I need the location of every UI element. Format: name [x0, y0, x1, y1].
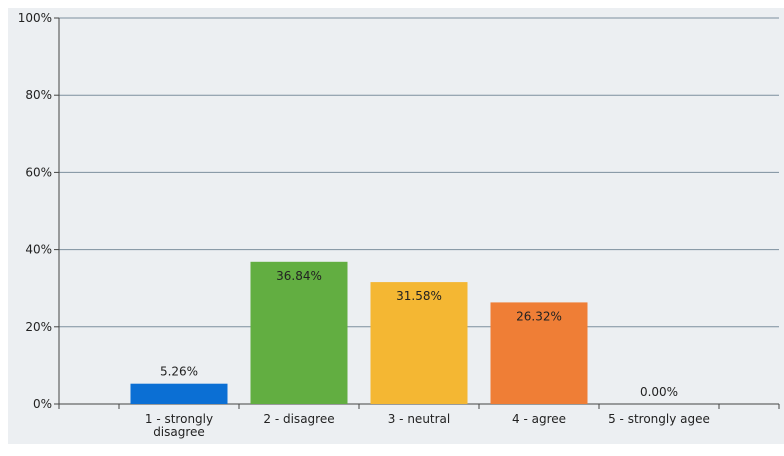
bar [250, 261, 348, 404]
bar [370, 282, 468, 404]
y-tick-label: 100% [18, 11, 52, 25]
data-label: 26.32% [516, 309, 562, 323]
bar [490, 302, 588, 404]
data-label: 36.84% [276, 269, 322, 283]
y-tick-label: 20% [25, 320, 52, 334]
y-tick-label: 0% [33, 397, 52, 411]
x-tick-label: 2 - disagree [263, 412, 334, 426]
y-tick-label: 60% [25, 165, 52, 179]
x-tick-label: 5 - strongly agee [608, 412, 710, 426]
x-tick-label: 4 - agree [512, 412, 566, 426]
data-label: 0.00% [640, 385, 678, 399]
data-label: 5.26% [160, 365, 198, 379]
data-label: 31.58% [396, 289, 442, 303]
bar [130, 383, 228, 404]
y-tick-label: 80% [25, 88, 52, 102]
y-tick-label: 40% [25, 243, 52, 257]
x-tick-label: 3 - neutral [388, 412, 451, 426]
x-tick-label: 1 - strongly disagree [145, 412, 213, 439]
